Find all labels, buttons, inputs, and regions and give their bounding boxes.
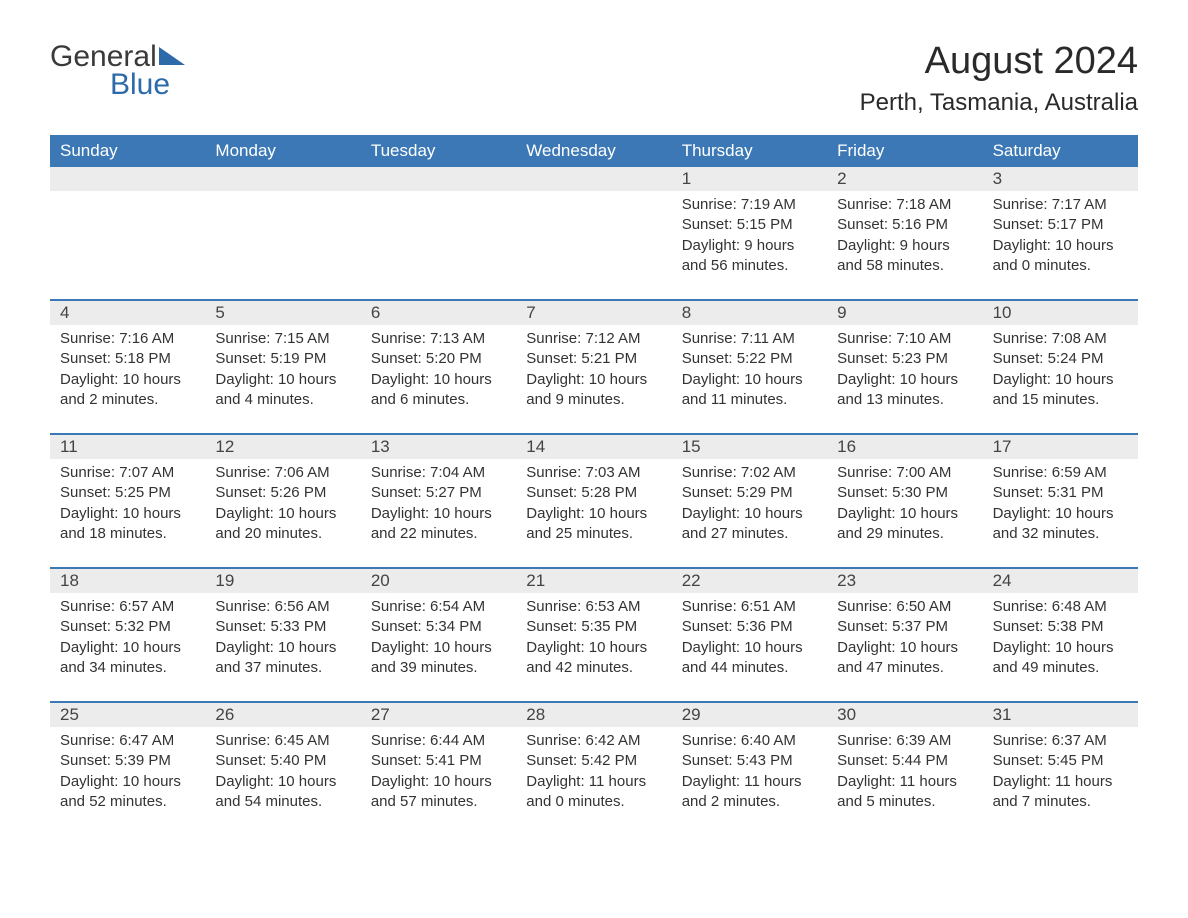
day-info: Sunrise: 7:19 AM Sunset: 5:15 PM Dayligh… bbox=[672, 191, 827, 299]
day-number: 23 bbox=[827, 569, 982, 593]
day-number: 8 bbox=[672, 301, 827, 325]
day-header: Wednesday bbox=[516, 135, 671, 167]
week-info-row: Sunrise: 7:19 AM Sunset: 5:15 PM Dayligh… bbox=[50, 191, 1138, 299]
day-info: Sunrise: 7:13 AM Sunset: 5:20 PM Dayligh… bbox=[361, 325, 516, 433]
day-number: 17 bbox=[983, 435, 1138, 459]
day-info: Sunrise: 6:44 AM Sunset: 5:41 PM Dayligh… bbox=[361, 727, 516, 835]
week-daynum-row: 123 bbox=[50, 167, 1138, 191]
day-number: 4 bbox=[50, 301, 205, 325]
title-block: August 2024 Perth, Tasmania, Australia bbox=[860, 40, 1138, 117]
calendar-header-row: Sunday Monday Tuesday Wednesday Thursday… bbox=[50, 135, 1138, 167]
day-number: 14 bbox=[516, 435, 671, 459]
day-number: 6 bbox=[361, 301, 516, 325]
day-info: Sunrise: 6:54 AM Sunset: 5:34 PM Dayligh… bbox=[361, 593, 516, 701]
day-info: Sunrise: 6:42 AM Sunset: 5:42 PM Dayligh… bbox=[516, 727, 671, 835]
day-info: Sunrise: 7:07 AM Sunset: 5:25 PM Dayligh… bbox=[50, 459, 205, 567]
day-header: Monday bbox=[205, 135, 360, 167]
day-number: 29 bbox=[672, 703, 827, 727]
day-info: Sunrise: 7:15 AM Sunset: 5:19 PM Dayligh… bbox=[205, 325, 360, 433]
day-info: Sunrise: 6:53 AM Sunset: 5:35 PM Dayligh… bbox=[516, 593, 671, 701]
day-info: Sunrise: 7:11 AM Sunset: 5:22 PM Dayligh… bbox=[672, 325, 827, 433]
day-info bbox=[516, 191, 671, 299]
day-info bbox=[50, 191, 205, 299]
day-number: 26 bbox=[205, 703, 360, 727]
day-number: 10 bbox=[983, 301, 1138, 325]
day-info: Sunrise: 7:00 AM Sunset: 5:30 PM Dayligh… bbox=[827, 459, 982, 567]
day-number: 20 bbox=[361, 569, 516, 593]
week-daynum-row: 25262728293031 bbox=[50, 701, 1138, 727]
day-number: 31 bbox=[983, 703, 1138, 727]
day-number: 30 bbox=[827, 703, 982, 727]
day-info: Sunrise: 6:57 AM Sunset: 5:32 PM Dayligh… bbox=[50, 593, 205, 701]
day-header: Friday bbox=[827, 135, 982, 167]
day-number: 11 bbox=[50, 435, 205, 459]
page-title: August 2024 bbox=[860, 40, 1138, 83]
day-number: 28 bbox=[516, 703, 671, 727]
location-subtitle: Perth, Tasmania, Australia bbox=[860, 89, 1138, 117]
day-number bbox=[50, 167, 205, 191]
week-info-row: Sunrise: 6:47 AM Sunset: 5:39 PM Dayligh… bbox=[50, 727, 1138, 835]
week-daynum-row: 11121314151617 bbox=[50, 433, 1138, 459]
day-number: 21 bbox=[516, 569, 671, 593]
day-number: 12 bbox=[205, 435, 360, 459]
day-info: Sunrise: 7:18 AM Sunset: 5:16 PM Dayligh… bbox=[827, 191, 982, 299]
day-info: Sunrise: 6:39 AM Sunset: 5:44 PM Dayligh… bbox=[827, 727, 982, 835]
day-info bbox=[205, 191, 360, 299]
day-info: Sunrise: 6:59 AM Sunset: 5:31 PM Dayligh… bbox=[983, 459, 1138, 567]
day-number: 2 bbox=[827, 167, 982, 191]
day-number: 19 bbox=[205, 569, 360, 593]
day-info: Sunrise: 6:47 AM Sunset: 5:39 PM Dayligh… bbox=[50, 727, 205, 835]
header: General Blue August 2024 Perth, Tasmania… bbox=[50, 40, 1138, 117]
day-number: 16 bbox=[827, 435, 982, 459]
day-info: Sunrise: 6:45 AM Sunset: 5:40 PM Dayligh… bbox=[205, 727, 360, 835]
day-info: Sunrise: 7:08 AM Sunset: 5:24 PM Dayligh… bbox=[983, 325, 1138, 433]
week-daynum-row: 45678910 bbox=[50, 299, 1138, 325]
day-info: Sunrise: 7:12 AM Sunset: 5:21 PM Dayligh… bbox=[516, 325, 671, 433]
day-number bbox=[361, 167, 516, 191]
week-daynum-row: 18192021222324 bbox=[50, 567, 1138, 593]
day-number: 15 bbox=[672, 435, 827, 459]
day-info: Sunrise: 7:06 AM Sunset: 5:26 PM Dayligh… bbox=[205, 459, 360, 567]
day-info: Sunrise: 6:51 AM Sunset: 5:36 PM Dayligh… bbox=[672, 593, 827, 701]
day-info: Sunrise: 7:10 AM Sunset: 5:23 PM Dayligh… bbox=[827, 325, 982, 433]
day-info: Sunrise: 7:16 AM Sunset: 5:18 PM Dayligh… bbox=[50, 325, 205, 433]
logo: General Blue bbox=[50, 40, 185, 102]
day-number bbox=[205, 167, 360, 191]
day-info: Sunrise: 7:17 AM Sunset: 5:17 PM Dayligh… bbox=[983, 191, 1138, 299]
day-number: 3 bbox=[983, 167, 1138, 191]
day-info bbox=[361, 191, 516, 299]
day-number bbox=[516, 167, 671, 191]
day-number: 27 bbox=[361, 703, 516, 727]
day-number: 25 bbox=[50, 703, 205, 727]
week-info-row: Sunrise: 7:16 AM Sunset: 5:18 PM Dayligh… bbox=[50, 325, 1138, 433]
day-header: Saturday bbox=[983, 135, 1138, 167]
day-header: Tuesday bbox=[361, 135, 516, 167]
day-number: 22 bbox=[672, 569, 827, 593]
day-info: Sunrise: 6:48 AM Sunset: 5:38 PM Dayligh… bbox=[983, 593, 1138, 701]
week-info-row: Sunrise: 6:57 AM Sunset: 5:32 PM Dayligh… bbox=[50, 593, 1138, 701]
day-header: Sunday bbox=[50, 135, 205, 167]
day-header: Thursday bbox=[672, 135, 827, 167]
day-info: Sunrise: 6:50 AM Sunset: 5:37 PM Dayligh… bbox=[827, 593, 982, 701]
day-number: 7 bbox=[516, 301, 671, 325]
sail-icon bbox=[159, 47, 185, 65]
day-number: 13 bbox=[361, 435, 516, 459]
day-number: 9 bbox=[827, 301, 982, 325]
weeks-container: 123Sunrise: 7:19 AM Sunset: 5:15 PM Dayl… bbox=[50, 167, 1138, 835]
day-info: Sunrise: 7:04 AM Sunset: 5:27 PM Dayligh… bbox=[361, 459, 516, 567]
day-number: 5 bbox=[205, 301, 360, 325]
day-number: 18 bbox=[50, 569, 205, 593]
week-info-row: Sunrise: 7:07 AM Sunset: 5:25 PM Dayligh… bbox=[50, 459, 1138, 567]
day-info: Sunrise: 6:56 AM Sunset: 5:33 PM Dayligh… bbox=[205, 593, 360, 701]
logo-text-blue: Blue bbox=[110, 68, 185, 102]
day-number: 1 bbox=[672, 167, 827, 191]
day-info: Sunrise: 7:02 AM Sunset: 5:29 PM Dayligh… bbox=[672, 459, 827, 567]
day-number: 24 bbox=[983, 569, 1138, 593]
calendar: Sunday Monday Tuesday Wednesday Thursday… bbox=[50, 135, 1138, 835]
day-info: Sunrise: 6:37 AM Sunset: 5:45 PM Dayligh… bbox=[983, 727, 1138, 835]
day-info: Sunrise: 7:03 AM Sunset: 5:28 PM Dayligh… bbox=[516, 459, 671, 567]
day-info: Sunrise: 6:40 AM Sunset: 5:43 PM Dayligh… bbox=[672, 727, 827, 835]
